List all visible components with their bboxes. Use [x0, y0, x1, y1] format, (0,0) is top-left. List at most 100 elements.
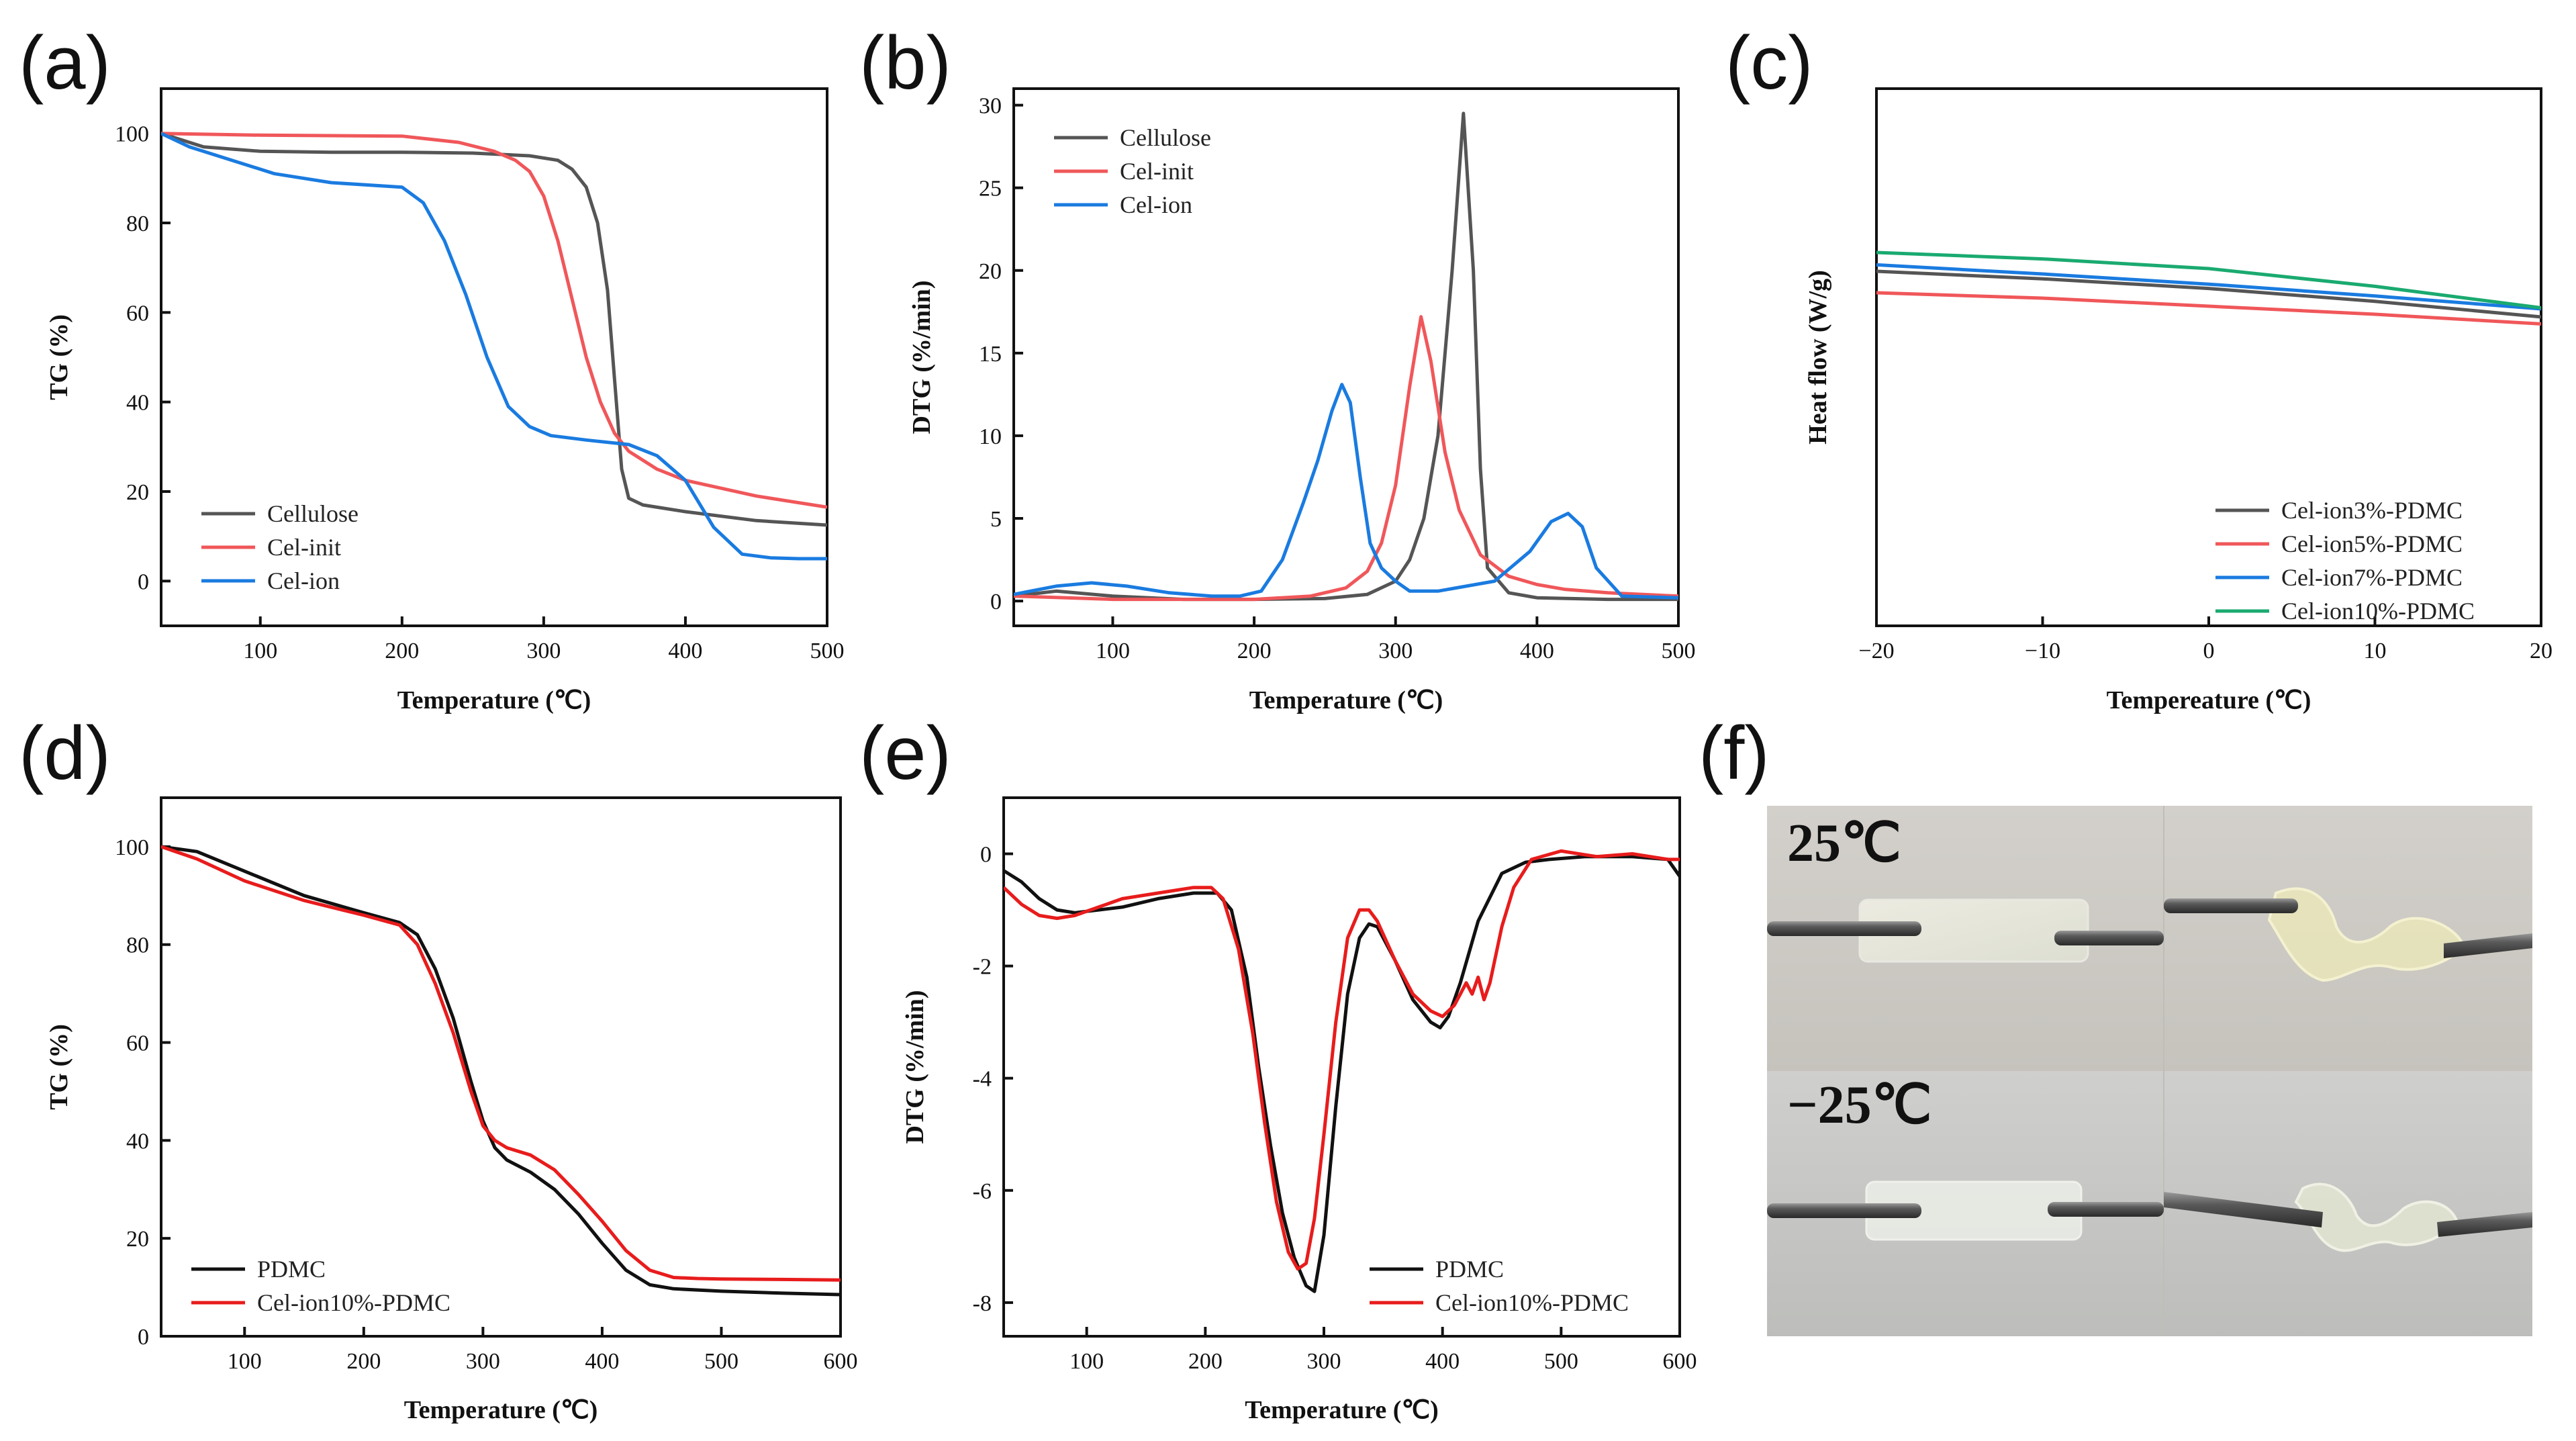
y-tick-label: 15: [979, 342, 1002, 367]
x-axis-title: Temperature (℃): [404, 1396, 598, 1424]
x-tick-label: 300: [1307, 1349, 1341, 1374]
x-tick-label: 600: [1663, 1349, 1697, 1374]
plot-frame: [1012, 87, 1680, 627]
series-line-cel-init: [1014, 315, 1678, 602]
y-tick-label: -8: [973, 1291, 992, 1316]
x-tick-label: 600: [824, 1349, 858, 1374]
y-tick-label: 0: [138, 569, 149, 594]
panel-letter-a: (a): [19, 21, 111, 105]
y-axis-title: Heat flow (W/g): [1804, 270, 1832, 445]
y-tick-label: 40: [126, 391, 149, 416]
legend-label: Cel-ion: [1120, 191, 1192, 218]
chart-panel-c: −20 −10 0 10 20 Tempereature (℃) Heat flow (W/…: [1804, 87, 2553, 714]
series-line-cel-ion: [161, 132, 827, 561]
x-tick-label: 200: [1237, 639, 1272, 663]
x-tick-label: 20: [2530, 639, 2553, 663]
y-tick-label: 0: [138, 1325, 149, 1350]
photo-bottom-left-sample: [1767, 1180, 2164, 1241]
photo-bottom-right-sample: [2164, 1182, 2532, 1252]
x-tick-label: 400: [668, 639, 702, 663]
series-line-cel-ion10-pdmc: [161, 845, 841, 1282]
x-axis-title: Temperature (℃): [1249, 686, 1443, 714]
y-axis-title: TG (%): [45, 314, 73, 400]
x-tick-label: 500: [810, 639, 845, 663]
y-tick-label: 20: [126, 1227, 149, 1252]
chart-panel-a: 100 200 300 400 500 0 20 40 60 80 100 Temperature (…: [45, 87, 845, 714]
y-tick-label: 0: [980, 843, 992, 868]
photo-panel-f: 25℃ −25℃: [1767, 806, 2532, 1336]
x-axis-title: Temperature (℃): [1245, 1396, 1439, 1424]
legend-label: Cel-ion5%-PDMC: [2281, 530, 2463, 557]
legend-label: Cel-ion7%-PDMC: [2281, 564, 2463, 591]
x-tick-label: 10: [2364, 639, 2387, 663]
legend-label: Cel-ion10%-PDMC: [257, 1289, 450, 1316]
series-line-cellulose: [1014, 111, 1678, 602]
chart-panel-d: 100 200 300 400 500 600 0 20 40 60 80 100 Temperatur…: [45, 796, 858, 1424]
y-tick-label: -6: [973, 1179, 992, 1204]
y-tick-label: -4: [973, 1067, 992, 1092]
series-line-cel-ion: [1014, 383, 1678, 600]
legend-label: Cel-init: [1120, 158, 1194, 185]
x-tick-label: 0: [2203, 639, 2215, 663]
series-line-cel-init: [161, 132, 827, 509]
legend-label: Cellulose: [1120, 124, 1211, 151]
x-tick-label: −10: [2025, 639, 2060, 663]
x-tick-label: 100: [243, 639, 277, 663]
legend-label: Cel-init: [267, 534, 341, 561]
y-tick-label: 80: [126, 212, 149, 236]
y-axis-title: TG (%): [45, 1024, 73, 1110]
panel-letter-d: (d): [19, 711, 111, 795]
photo-label-top: 25℃: [1787, 814, 1901, 873]
x-tick-label: 100: [1069, 1349, 1104, 1374]
legend-label: Cel-ion: [267, 567, 340, 594]
y-tick-label: 25: [979, 177, 1002, 201]
y-tick-label: 5: [990, 507, 1002, 532]
x-tick-label: −20: [1858, 639, 1894, 663]
x-axis-title: Temperature (℃): [397, 686, 591, 714]
x-tick-label: 300: [1378, 639, 1413, 663]
legend-label: Cel-ion3%-PDMC: [2281, 497, 2463, 524]
y-tick-label: 100: [115, 835, 149, 860]
chart-panel-b: 100 200 300 400 500 0 5 10 15 20 25 30 Temperature (…: [908, 87, 1696, 714]
y-tick-label: 20: [979, 259, 1002, 284]
x-tick-label: 400: [585, 1349, 619, 1374]
x-tick-label: 400: [1425, 1349, 1460, 1374]
legend-label: PDMC: [1435, 1256, 1504, 1283]
series-line-cellulose: [161, 132, 827, 527]
y-tick-label: 60: [126, 1031, 149, 1056]
x-tick-label: 200: [1188, 1349, 1223, 1374]
plot-frame: [160, 796, 842, 1338]
y-tick-label: 10: [979, 424, 1002, 449]
chart-panel-e: 100 200 300 400 500 600 -8 -6 -4 -2 0 Temperature (…: [901, 796, 1697, 1424]
y-tick-label: -2: [973, 955, 992, 980]
photo-label-bottom: −25℃: [1787, 1076, 1931, 1135]
x-tick-label: 400: [1520, 639, 1554, 663]
x-tick-label: 100: [1096, 639, 1130, 663]
series-line-pdmc: [161, 845, 841, 1297]
y-axis-title: DTG (%/min): [908, 280, 936, 434]
y-tick-label: 80: [126, 933, 149, 958]
panel-letter-e: (e): [859, 711, 951, 795]
x-tick-label: 200: [385, 639, 419, 663]
series-line-cel-ion5-pdmc: [1876, 291, 2541, 326]
plot-frame: [1002, 796, 1681, 1338]
photo-top-right-sample: [2164, 887, 2532, 982]
series-line-cel-ion7-pdmc: [1876, 263, 2541, 311]
panel-letter-f: (f): [1699, 711, 1770, 795]
x-axis-title: Tempereature (℃): [2107, 686, 2311, 714]
series-line-cel-ion3-pdmc: [1876, 269, 2541, 319]
y-tick-label: 30: [979, 94, 1002, 119]
series-line-cel-ion10-pdmc: [1876, 250, 2541, 310]
plot-frame: [160, 87, 828, 627]
x-tick-label: 500: [704, 1349, 738, 1374]
x-tick-label: 200: [346, 1349, 381, 1374]
panel-letter-b: (b): [859, 21, 951, 105]
y-tick-label: 0: [990, 590, 1002, 614]
x-tick-label: 300: [526, 639, 561, 663]
x-tick-label: 100: [228, 1349, 262, 1374]
x-tick-label: 300: [466, 1349, 500, 1374]
x-tick-label: 500: [1662, 639, 1696, 663]
series-line-cel-ion10-pdmc: [1004, 849, 1680, 1271]
legend-label: Cel-ion10%-PDMC: [1435, 1289, 1629, 1316]
